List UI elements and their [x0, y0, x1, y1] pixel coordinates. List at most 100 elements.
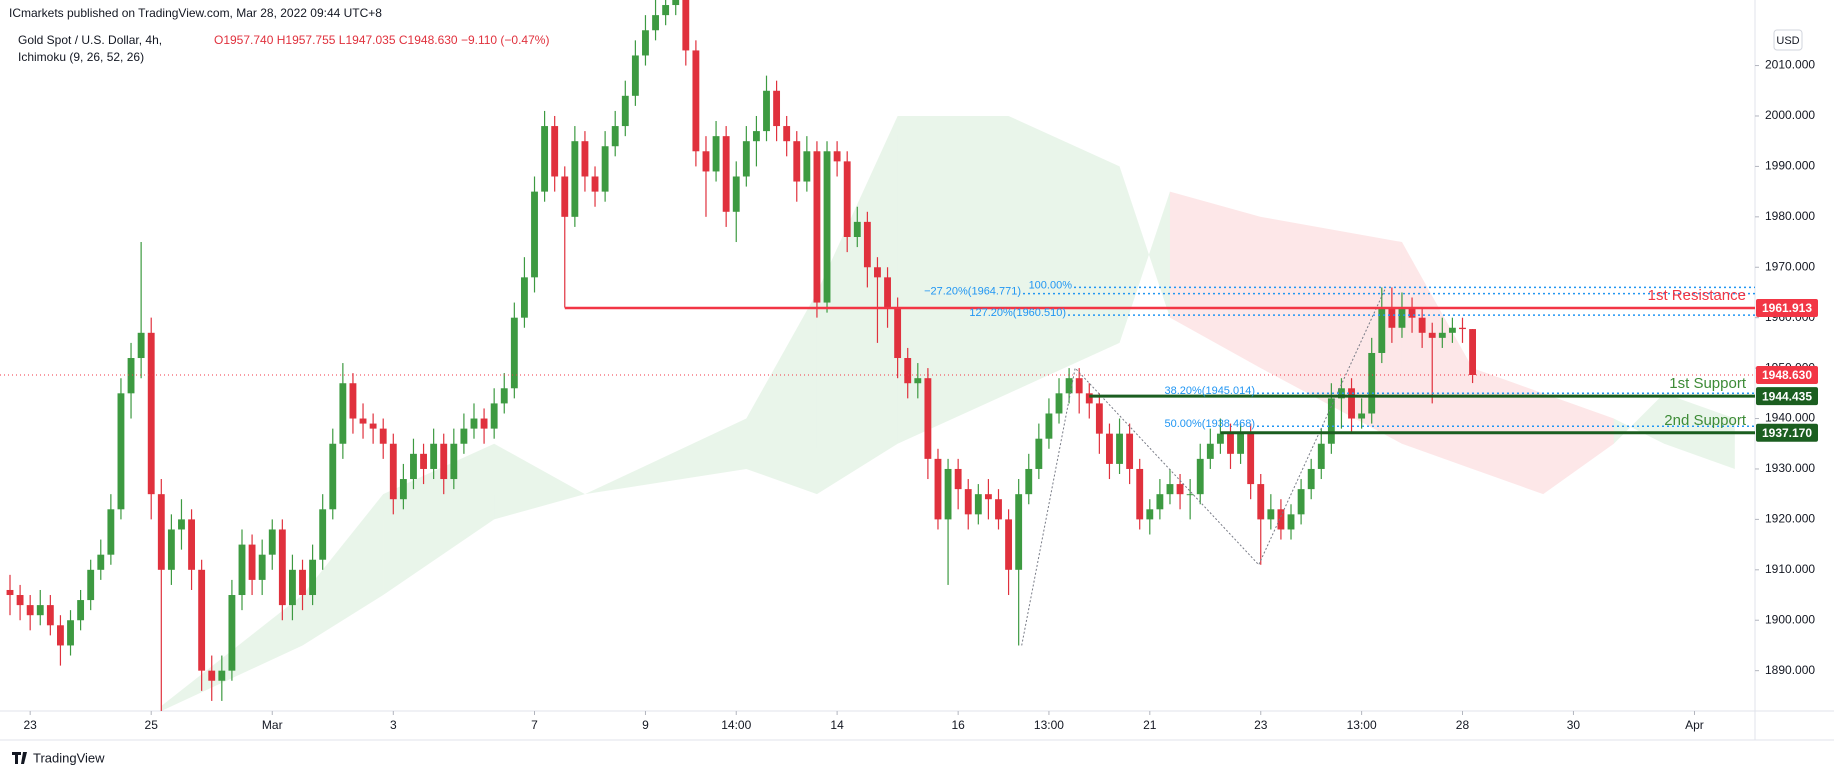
cloud-segment	[302, 494, 384, 646]
candle-body	[399, 479, 407, 500]
candle-body	[1388, 307, 1396, 328]
header-open: O1957.740	[214, 33, 274, 47]
price-tag-label: 1948.630	[1762, 368, 1812, 382]
cloud-segment	[494, 443, 585, 520]
candle-body	[1408, 307, 1416, 318]
candle-body	[1227, 433, 1234, 454]
price-tag-label: 1944.435	[1762, 389, 1812, 403]
candle-body	[914, 378, 922, 384]
currency-label[interactable]: USD	[1776, 35, 1799, 47]
candle-body	[460, 428, 468, 444]
candle-body	[601, 146, 609, 192]
y-tick-label: 1940.000	[1765, 411, 1815, 425]
candle-body	[500, 388, 508, 404]
candle-body	[57, 625, 64, 646]
candle-body	[793, 141, 801, 182]
x-tick-label: 23	[1254, 718, 1268, 732]
candle-body	[1106, 433, 1113, 464]
x-tick-label: 23	[23, 718, 37, 732]
candle-body	[561, 176, 569, 217]
candle-body	[137, 332, 145, 359]
candle-body	[1448, 327, 1456, 333]
candle-body	[329, 443, 337, 510]
header-low: L1947.035	[339, 33, 396, 47]
header-high: H1957.755	[277, 33, 336, 47]
candle-body	[1095, 403, 1103, 434]
candle-body	[268, 529, 276, 555]
candle-body	[833, 151, 841, 162]
fib-label: 50.00%(1938.468)	[1164, 418, 1255, 430]
candle-body	[611, 126, 619, 147]
candle-body	[389, 443, 397, 500]
cloud-segment	[1613, 393, 1665, 444]
price-tag	[1756, 423, 1818, 442]
currency-button[interactable]	[1773, 29, 1803, 51]
cloud-segment	[1401, 242, 1473, 469]
candle-body	[299, 569, 306, 596]
candle-body	[1055, 393, 1063, 414]
candle-body	[157, 494, 165, 570]
candle-body	[1267, 509, 1275, 520]
candle-body	[763, 90, 770, 132]
candle-body	[1005, 519, 1013, 570]
candle-body	[934, 458, 942, 520]
candle-body	[551, 126, 559, 177]
x-tick-label: 3	[390, 718, 397, 732]
candle-body	[379, 428, 387, 444]
candle-body	[692, 50, 700, 152]
candle-body	[349, 383, 357, 419]
candle-body	[1045, 413, 1053, 439]
cloud-segment	[1119, 166, 1170, 343]
candle-body	[652, 15, 659, 31]
candle-body	[178, 519, 185, 530]
candle-body	[722, 136, 730, 212]
candle-body	[1247, 433, 1255, 485]
candle-body	[97, 554, 105, 570]
price-tag	[1756, 366, 1818, 385]
candle-body	[1338, 388, 1345, 399]
candle-body	[147, 332, 155, 495]
cloud-segment	[1543, 393, 1614, 495]
candle-body	[1025, 468, 1033, 495]
candle-body	[1035, 438, 1043, 469]
candle-body	[853, 221, 861, 237]
candle-body	[783, 126, 791, 142]
fib-label: −27.20%(1964.771)	[924, 286, 1021, 298]
candle-body	[1166, 484, 1174, 495]
candle-body	[541, 126, 549, 192]
y-tick-label: 1980.000	[1765, 209, 1815, 223]
candle-body	[1126, 433, 1134, 469]
cloud-segment	[383, 443, 495, 596]
candle-body	[863, 221, 871, 268]
y-tick-label: 1890.000	[1765, 663, 1815, 677]
x-tick-label: 16	[951, 718, 965, 732]
brand-name: TradingView	[33, 750, 105, 765]
y-tick-label: 1970.000	[1765, 259, 1815, 273]
x-tick-label: Mar	[262, 718, 283, 732]
candle-body	[631, 55, 639, 96]
candle-body	[26, 605, 34, 616]
candle-body	[309, 559, 317, 596]
candle-body	[1176, 484, 1184, 495]
candle-body	[894, 307, 902, 359]
ichimoku-cloud	[161, 115, 1735, 711]
candle-body	[752, 131, 760, 142]
price-tag	[1756, 299, 1818, 318]
x-tick-label: 25	[145, 718, 159, 732]
candle-body	[1307, 468, 1315, 490]
symbol-title: Gold Spot / U.S. Dollar, 4h,	[18, 33, 162, 47]
candle-body	[339, 383, 347, 444]
candle-body	[1358, 413, 1366, 419]
candle-body	[813, 151, 821, 303]
candle-body	[924, 378, 932, 459]
candle-body	[490, 403, 498, 429]
y-tick-label: 2000.000	[1765, 108, 1815, 122]
candle-body	[1206, 443, 1214, 459]
x-tick-label: 9	[642, 718, 649, 732]
candle-body	[984, 494, 992, 500]
x-tick-label: 14	[830, 718, 844, 732]
price-tag-label: 1937.170	[1762, 426, 1812, 440]
publisher: ICmarkets published on TradingView.com, …	[9, 6, 382, 20]
candle-body	[531, 191, 538, 278]
